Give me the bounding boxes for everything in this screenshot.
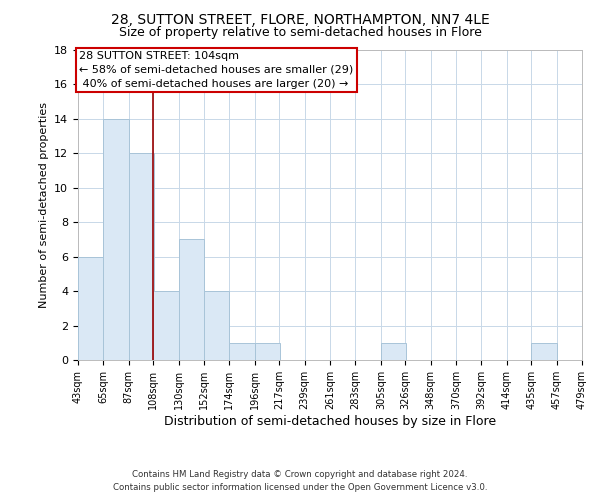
Bar bbox=[78, 256, 103, 360]
Bar bbox=[255, 343, 280, 360]
Bar bbox=[103, 119, 129, 360]
Text: 28, SUTTON STREET, FLORE, NORTHAMPTON, NN7 4LE: 28, SUTTON STREET, FLORE, NORTHAMPTON, N… bbox=[110, 12, 490, 26]
Bar bbox=[381, 343, 406, 360]
Text: 28 SUTTON STREET: 104sqm
← 58% of semi-detached houses are smaller (29)
 40% of : 28 SUTTON STREET: 104sqm ← 58% of semi-d… bbox=[79, 51, 353, 89]
Text: Contains HM Land Registry data © Crown copyright and database right 2024.
Contai: Contains HM Land Registry data © Crown c… bbox=[113, 470, 487, 492]
X-axis label: Distribution of semi-detached houses by size in Flore: Distribution of semi-detached houses by … bbox=[164, 414, 496, 428]
Bar bbox=[531, 343, 557, 360]
Bar bbox=[129, 154, 154, 360]
Bar bbox=[204, 291, 229, 360]
Bar bbox=[582, 343, 600, 360]
Bar bbox=[229, 343, 255, 360]
Y-axis label: Number of semi-detached properties: Number of semi-detached properties bbox=[38, 102, 49, 308]
Bar bbox=[179, 240, 204, 360]
Bar bbox=[153, 291, 179, 360]
Text: Size of property relative to semi-detached houses in Flore: Size of property relative to semi-detach… bbox=[119, 26, 481, 39]
